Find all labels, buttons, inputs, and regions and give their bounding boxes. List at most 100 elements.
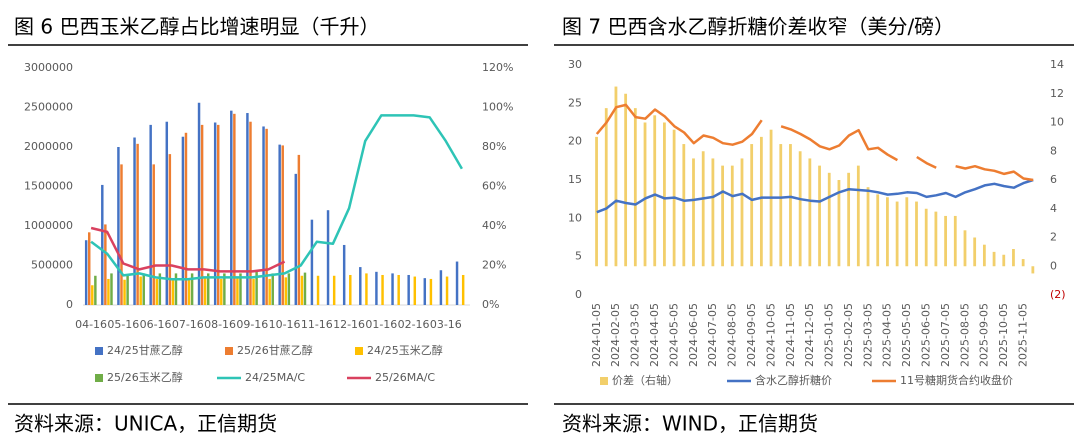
bar <box>262 126 265 306</box>
bar <box>944 215 947 267</box>
legend-swatch <box>225 347 233 355</box>
x-tick-label: 2025-02-05 <box>842 303 855 367</box>
x-tick-label: 2024-08-05 <box>726 303 739 367</box>
bar <box>233 113 236 305</box>
bar <box>107 278 110 305</box>
bar <box>595 136 598 267</box>
bar <box>982 244 986 267</box>
bar <box>886 197 889 267</box>
y-tick-label: 8 <box>1050 144 1057 157</box>
bar <box>110 273 113 305</box>
bar <box>284 277 288 305</box>
x-tick-label: 04-16 <box>75 318 107 331</box>
bar <box>120 164 123 305</box>
bar <box>278 144 281 305</box>
x-tick-label: 12-16 <box>333 318 365 331</box>
legend-label: 25/26甘蔗乙醇 <box>237 343 313 357</box>
bar <box>750 144 754 267</box>
bar <box>268 278 271 305</box>
x-tick-label: 2024-06-05 <box>687 303 700 367</box>
bar <box>856 165 860 267</box>
x-tick-label: 2024-11-05 <box>784 303 797 367</box>
bar <box>604 108 608 267</box>
bar <box>171 278 175 305</box>
x-tick-label: 2025-06-05 <box>920 303 933 367</box>
bar <box>87 232 91 305</box>
line <box>90 226 286 273</box>
legend-label: 24/25甘蔗乙醇 <box>107 343 183 357</box>
x-tick-label: 07-16 <box>172 318 204 331</box>
y-tick-label: 4 <box>1050 202 1057 215</box>
bar <box>223 273 226 305</box>
bar <box>798 151 802 267</box>
y-tick-label: 12 <box>1050 87 1064 100</box>
bar <box>973 237 977 267</box>
bar <box>614 86 618 267</box>
bar <box>265 128 268 305</box>
legend-label: 价差（右轴） <box>612 373 678 387</box>
source: 资料来源：UNICA，正信期货 <box>14 412 277 436</box>
bar <box>123 279 126 305</box>
bar <box>310 219 314 305</box>
x-tick-label: 05-16 <box>107 318 139 331</box>
legend-label: 含水乙醇折糖价 <box>755 373 832 387</box>
bar <box>663 122 666 267</box>
chart-title: 图 7 巴西含水乙醇折糖价差收窄（美分/磅） <box>562 15 954 39</box>
bar <box>152 164 155 305</box>
x-tick-label: 2025-07-05 <box>939 303 952 367</box>
y-tick-label: 20 <box>568 135 582 148</box>
bar <box>294 173 298 305</box>
legend-label: 25/26玉米乙醇 <box>107 370 183 384</box>
bar <box>905 197 909 267</box>
bar <box>740 158 744 267</box>
bar <box>249 121 252 305</box>
y-tick-label: 120% <box>482 61 513 74</box>
bar <box>155 278 159 305</box>
bar <box>455 261 459 305</box>
line <box>596 178 1034 214</box>
bar <box>397 274 400 305</box>
bar <box>168 154 172 305</box>
bar <box>924 208 928 267</box>
bar <box>1031 266 1035 274</box>
chart-title: 图 6 巴西玉米乙醇占比增速明显（千升） <box>14 15 379 39</box>
bar <box>220 278 223 305</box>
bar <box>117 147 120 305</box>
bar <box>915 201 918 267</box>
bar <box>246 113 249 305</box>
bar <box>139 276 142 305</box>
bar <box>759 136 763 267</box>
bar <box>239 273 242 305</box>
x-tick-label: 2024-03-05 <box>629 303 642 367</box>
bar <box>236 278 239 305</box>
bar <box>203 278 207 305</box>
x-tick-label: 2025-03-05 <box>861 303 874 367</box>
bar <box>230 110 233 305</box>
y-tick-label: 0 <box>66 298 73 311</box>
bar <box>200 124 204 305</box>
bar <box>271 273 274 305</box>
x-tick-label: 06-16 <box>140 318 172 331</box>
x-tick-label: 2024-09-05 <box>745 303 758 367</box>
x-tick-label: 02-16 <box>398 318 430 331</box>
legend-label: 24/25MA/C <box>245 371 305 384</box>
bar <box>445 276 449 305</box>
bar <box>1012 249 1015 267</box>
y-tick-label: 20% <box>482 259 506 272</box>
bar <box>818 165 821 267</box>
y-tick-label: 5 <box>575 250 582 263</box>
y-tick-label: 2000000 <box>24 140 73 153</box>
bar <box>808 158 812 267</box>
y-tick-label: 2500000 <box>24 101 73 114</box>
y-tick-label: 2 <box>1050 231 1057 244</box>
legend-label: 24/25玉米乙醇 <box>367 343 443 357</box>
bar <box>281 145 284 305</box>
y-tick-label: 100% <box>482 101 513 114</box>
x-tick-label: 2024-12-05 <box>803 303 816 367</box>
bar <box>439 270 443 305</box>
bar <box>643 122 647 267</box>
bar <box>84 240 88 305</box>
y-tick-label: 10 <box>568 211 582 224</box>
bar <box>730 165 734 267</box>
